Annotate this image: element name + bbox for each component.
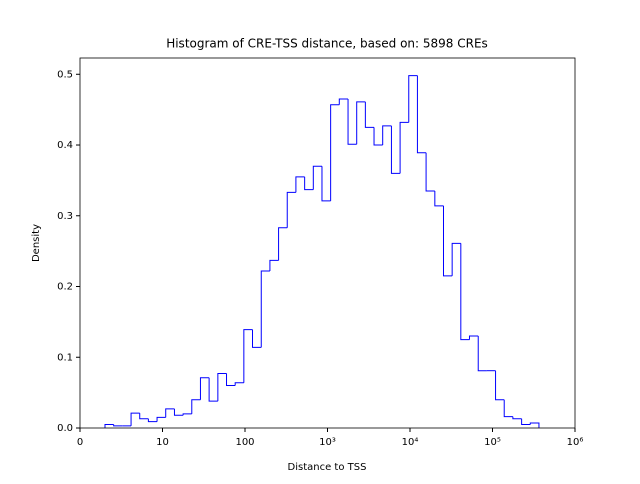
histogram-bar [434,191,444,207]
histogram-bar [347,99,357,145]
x-tick-label: 10⁵ [484,437,501,448]
histogram-bar [512,416,522,420]
histogram-bar [295,176,305,193]
x-tick-label: 10⁶ [567,437,584,448]
histogram-bar [278,227,288,261]
histogram-bar [356,101,366,145]
histogram-bar [208,377,218,402]
histogram-bar [399,121,409,174]
histogram-bar [113,424,123,427]
histogram-bar [382,125,392,146]
histogram-bar [173,408,184,416]
plot-frame [79,57,576,429]
histogram-bar [521,418,531,425]
histogram-bar [321,166,331,202]
x-tick-label: 10⁴ [402,437,419,448]
y-tick-label: 0.2 [57,282,73,293]
y-axis-label: Density [31,224,42,262]
histogram-bar [199,377,210,400]
histogram-bar [477,336,487,372]
histogram-bar [139,413,149,420]
histogram-bar [495,370,505,401]
chart-title: Histogram of CRE-TSS distance, based on:… [166,37,488,51]
histogram-bar [260,270,270,348]
x-axis-label: Distance to TSS [288,462,367,473]
histogram-bar [286,191,296,228]
histogram-bar [468,335,479,340]
histogram-bar [529,422,540,428]
histogram-bar [338,98,349,105]
histogram-bar [304,176,314,191]
histogram-bar [226,373,236,387]
histogram-bar [408,75,418,123]
histogram-bar [130,412,140,426]
histogram-bar [312,165,322,190]
histogram-bar [373,127,383,146]
x-tick-label: 0 [77,437,83,448]
histogram-bar [182,413,192,416]
histogram-bar [217,373,227,402]
histogram-bar [156,416,166,422]
x-tick-label: 100 [235,437,254,448]
x-tick-label: 10 [156,437,169,448]
histogram-bar [234,382,244,386]
y-tick-label: 0.4 [57,140,73,151]
histogram-bar [442,205,453,277]
histogram-bar [425,152,435,192]
y-tick-label: 0.5 [57,69,73,80]
histogram-bar [390,125,401,174]
y-tick-label: 0.1 [57,352,73,363]
histogram-bar [165,408,175,418]
histogram-bar [330,104,340,201]
histogram-bar [243,329,253,383]
histogram-bar [416,75,427,154]
histogram-bar [451,242,461,276]
histogram-bar [364,101,375,128]
x-tick-label: 10³ [319,437,336,448]
histogram-bar [503,399,513,418]
y-tick-label: 0.0 [57,423,73,434]
histogram-bar [147,418,158,423]
histogram-bar [269,259,279,271]
y-tick-label: 0.3 [57,211,73,222]
histogram-bar [460,243,470,341]
histogram-bar [191,399,201,414]
histogram-bar [104,423,114,428]
histogram-bar [252,329,262,348]
